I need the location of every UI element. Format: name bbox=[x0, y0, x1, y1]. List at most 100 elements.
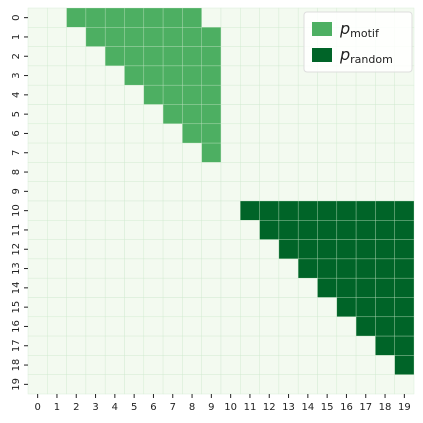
cell bbox=[162, 355, 183, 375]
cell bbox=[66, 46, 87, 67]
legend-subscript: motif bbox=[350, 27, 380, 40]
cell bbox=[317, 277, 338, 298]
cell bbox=[124, 258, 145, 279]
cell bbox=[240, 65, 260, 86]
y-tick-label: 6 bbox=[11, 130, 22, 136]
cell bbox=[278, 7, 299, 28]
cell bbox=[85, 258, 106, 279]
cell bbox=[201, 258, 222, 279]
x-tick-label: 15 bbox=[321, 402, 334, 413]
cell bbox=[104, 123, 125, 144]
cell bbox=[66, 84, 87, 105]
cell bbox=[297, 258, 318, 279]
cell bbox=[259, 181, 280, 202]
cell bbox=[143, 181, 164, 202]
cell bbox=[220, 84, 241, 105]
cell bbox=[124, 277, 145, 298]
cell bbox=[259, 277, 280, 298]
cell bbox=[220, 142, 241, 163]
cell bbox=[47, 84, 67, 105]
cell bbox=[27, 239, 48, 260]
cell bbox=[162, 27, 183, 47]
cell bbox=[66, 239, 87, 260]
cell bbox=[104, 220, 125, 240]
cell bbox=[27, 335, 48, 356]
x-tick-label: 19 bbox=[398, 402, 411, 413]
cell bbox=[182, 123, 202, 144]
cell bbox=[375, 277, 395, 298]
legend-label: pmotif bbox=[339, 19, 380, 41]
cell bbox=[259, 335, 280, 356]
cell bbox=[143, 142, 164, 163]
cell bbox=[182, 142, 202, 163]
cell bbox=[27, 123, 48, 144]
y-tick-label: 0 bbox=[11, 14, 22, 20]
cell bbox=[47, 123, 67, 144]
cell bbox=[143, 46, 164, 67]
cell bbox=[394, 123, 415, 144]
cell bbox=[240, 200, 260, 221]
cell bbox=[143, 7, 164, 28]
x-tick-label: 2 bbox=[73, 402, 79, 413]
cell bbox=[124, 84, 145, 105]
cell bbox=[317, 181, 338, 202]
cell bbox=[85, 277, 106, 298]
cell bbox=[297, 84, 318, 105]
cell bbox=[240, 239, 260, 260]
cell bbox=[297, 220, 318, 240]
cell bbox=[66, 181, 87, 202]
cell bbox=[104, 200, 125, 221]
cell bbox=[317, 355, 338, 375]
cell bbox=[278, 220, 299, 240]
cell bbox=[201, 84, 222, 105]
cell bbox=[104, 181, 125, 202]
cell bbox=[66, 65, 87, 86]
cell bbox=[66, 200, 87, 221]
cell bbox=[317, 239, 338, 260]
cell bbox=[394, 355, 415, 375]
cell bbox=[259, 200, 280, 221]
cell bbox=[182, 27, 202, 47]
x-tick-label: 10 bbox=[224, 402, 237, 413]
cell bbox=[240, 27, 260, 47]
cell bbox=[85, 316, 106, 337]
cell bbox=[317, 84, 338, 105]
cell bbox=[104, 277, 125, 298]
cell bbox=[27, 374, 48, 395]
cell bbox=[124, 200, 145, 221]
cell bbox=[220, 181, 241, 202]
cell bbox=[85, 181, 106, 202]
cell bbox=[201, 27, 222, 47]
y-tick-label: 3 bbox=[11, 72, 22, 78]
cell bbox=[220, 65, 241, 86]
cell bbox=[143, 104, 164, 125]
y-tick-label: 1 bbox=[11, 34, 22, 40]
cell bbox=[220, 200, 241, 221]
cell bbox=[85, 335, 106, 356]
cell bbox=[355, 220, 376, 240]
cell bbox=[394, 277, 415, 298]
cell bbox=[201, 297, 222, 318]
y-tick-label: 8 bbox=[11, 169, 22, 175]
cell bbox=[355, 84, 376, 105]
cell bbox=[182, 355, 202, 375]
cell bbox=[336, 297, 357, 318]
cell bbox=[336, 220, 357, 240]
cell bbox=[85, 220, 106, 240]
cell bbox=[317, 200, 338, 221]
x-tick-label: 11 bbox=[244, 402, 257, 413]
cell bbox=[297, 123, 318, 144]
cell bbox=[85, 123, 106, 144]
cell bbox=[220, 316, 241, 337]
cell bbox=[375, 316, 395, 337]
cell bbox=[220, 374, 241, 395]
cell bbox=[47, 355, 67, 375]
cell bbox=[259, 123, 280, 144]
cell bbox=[143, 297, 164, 318]
cell bbox=[259, 220, 280, 240]
cell bbox=[47, 239, 67, 260]
cell bbox=[240, 142, 260, 163]
cell bbox=[162, 65, 183, 86]
cell bbox=[162, 335, 183, 356]
x-tick-label: 5 bbox=[131, 402, 137, 413]
